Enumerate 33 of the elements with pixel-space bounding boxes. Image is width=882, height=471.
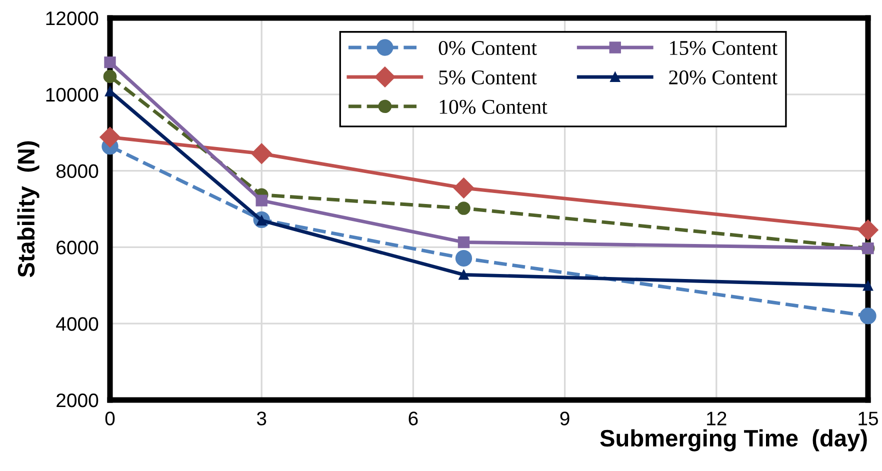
y-tick-label: 8000: [56, 164, 98, 178]
y-tick-label: 12000: [46, 11, 98, 26]
legend-label: 20% Content: [669, 70, 778, 85]
x-tick-label: 9: [560, 412, 570, 426]
x-tick-label: 3: [256, 412, 266, 426]
y-tick-label: 10000: [46, 88, 98, 102]
point: [256, 194, 268, 206]
y-tick-label: 6000: [56, 240, 98, 254]
x-tick-label: 0: [105, 412, 115, 426]
legend-label: 15% Content: [670, 40, 778, 56]
point: [458, 270, 469, 280]
point: [860, 308, 876, 324]
point: [251, 143, 272, 164]
point: [100, 126, 120, 148]
x-tick-label: 12: [707, 412, 726, 426]
point: [458, 236, 470, 248]
point: [103, 70, 117, 84]
x-tick-label: 6: [408, 412, 418, 426]
point: [455, 250, 472, 267]
point: [863, 280, 873, 291]
legend-label: 5% Content: [439, 70, 537, 85]
y-axis-title: Stability (N): [17, 141, 40, 278]
y-tick-label: 4000: [56, 317, 98, 331]
point: [453, 178, 474, 198]
point: [104, 56, 116, 68]
legend-label: 10% Content: [440, 100, 548, 114]
point: [457, 202, 470, 215]
point: [105, 86, 115, 96]
x-axis-title: Submerging Time (day): [600, 429, 867, 452]
point: [858, 220, 878, 240]
y-tick-label: 2000: [56, 393, 98, 408]
x-tick-label: 15: [858, 412, 878, 426]
legend-label: 0% Content: [438, 40, 537, 56]
